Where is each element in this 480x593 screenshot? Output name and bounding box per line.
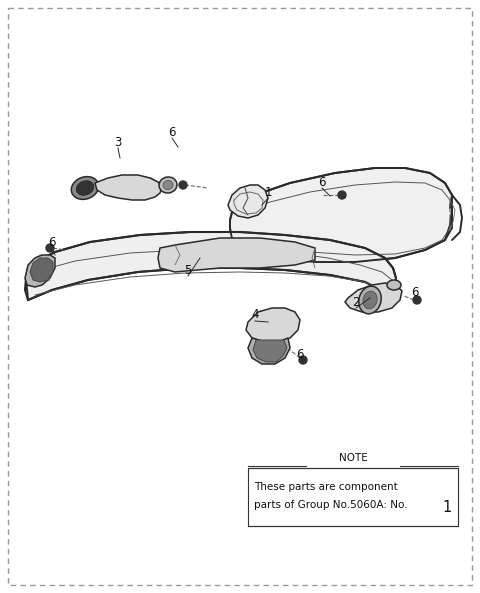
Ellipse shape xyxy=(159,177,177,193)
Text: 6: 6 xyxy=(411,285,419,298)
Bar xyxy=(248,468,458,526)
Text: 3: 3 xyxy=(114,135,122,148)
Ellipse shape xyxy=(76,181,94,195)
Text: 1: 1 xyxy=(264,186,272,199)
Ellipse shape xyxy=(363,291,377,309)
Circle shape xyxy=(338,191,346,199)
Text: 4: 4 xyxy=(251,308,259,321)
Ellipse shape xyxy=(163,180,173,190)
Ellipse shape xyxy=(387,280,401,290)
Text: 6: 6 xyxy=(318,176,326,189)
Polygon shape xyxy=(95,175,162,200)
Polygon shape xyxy=(253,340,287,362)
Ellipse shape xyxy=(72,177,99,199)
Ellipse shape xyxy=(359,286,381,314)
Circle shape xyxy=(413,296,421,304)
Text: These parts are component: These parts are component xyxy=(254,482,398,492)
Polygon shape xyxy=(345,283,402,312)
Circle shape xyxy=(299,356,307,364)
Polygon shape xyxy=(158,238,315,272)
Text: 6: 6 xyxy=(296,347,304,361)
Text: 1: 1 xyxy=(443,500,452,515)
Polygon shape xyxy=(228,185,268,218)
Polygon shape xyxy=(26,232,396,300)
Text: 6: 6 xyxy=(48,235,56,248)
Text: 2: 2 xyxy=(352,295,360,308)
Text: parts of Group No.5060A: No.: parts of Group No.5060A: No. xyxy=(254,500,408,510)
Polygon shape xyxy=(30,258,53,282)
Polygon shape xyxy=(248,338,290,364)
Polygon shape xyxy=(246,308,300,342)
Circle shape xyxy=(46,244,54,252)
Circle shape xyxy=(179,181,187,189)
Text: 5: 5 xyxy=(184,263,192,276)
Polygon shape xyxy=(25,255,55,287)
Polygon shape xyxy=(230,168,452,262)
Text: 6: 6 xyxy=(168,126,176,139)
Text: NOTE: NOTE xyxy=(338,453,367,463)
